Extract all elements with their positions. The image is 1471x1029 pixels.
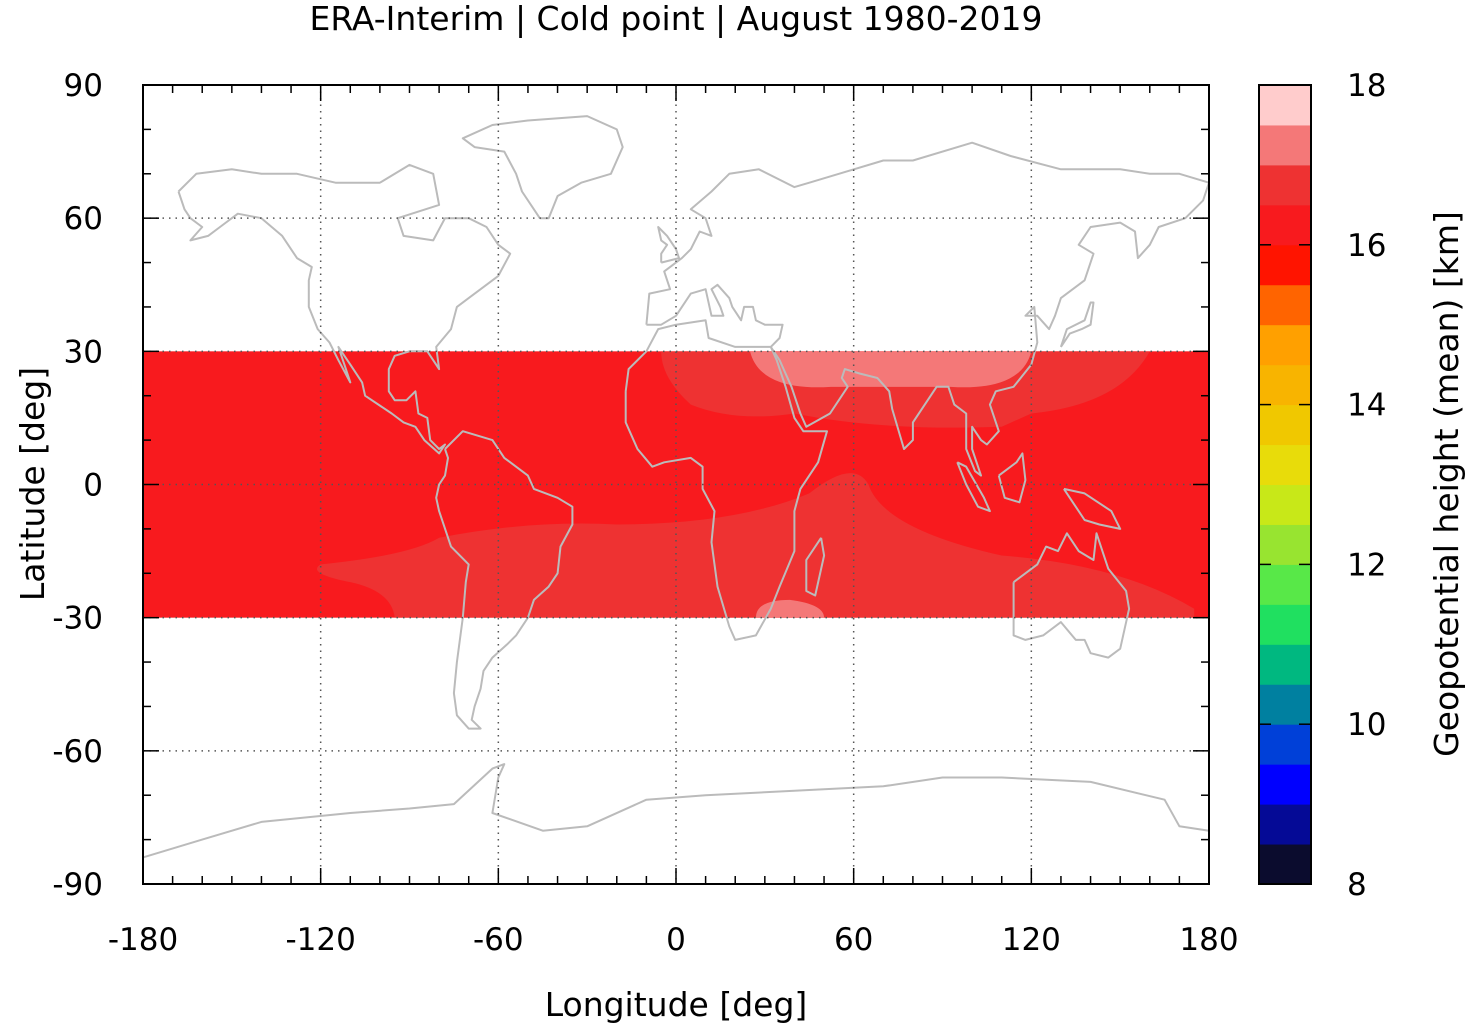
y-axis-ticks: 90 60 30 0 -30 -60 -90	[52, 68, 103, 903]
x-tick-label: -180	[108, 922, 178, 958]
colorbar-ticks: 18 16 14 12 10 8	[1259, 68, 1386, 903]
coast-south-america	[435, 430, 574, 730]
coast-north-america	[177, 163, 512, 455]
colorbar-bin	[1259, 604, 1311, 645]
colorbar-bin	[1259, 764, 1311, 805]
colorbar-bin	[1259, 684, 1311, 725]
chart-title: ERA-Interim | Cold point | August 1980-2…	[309, 0, 1042, 38]
colorbar-tick-label: 14	[1347, 388, 1386, 424]
x-axis-ticks: -180 -120 -60 0 60 120 180	[108, 922, 1239, 958]
colorbar-tick-label: 10	[1347, 707, 1386, 743]
coast-japan	[1059, 301, 1095, 348]
colorbar-bin	[1259, 844, 1311, 885]
colorbar-label: Geopotential height (mean) [km]	[1427, 211, 1466, 757]
colorbar-bin	[1259, 364, 1311, 406]
colorbar-frame	[1258, 84, 1312, 885]
colorbar-bin	[1259, 164, 1311, 206]
colorbar-bin	[1259, 85, 1311, 126]
colorbar-bin	[1259, 204, 1311, 246]
coast-sumatra	[956, 461, 991, 513]
colorbar-bin	[1259, 484, 1311, 525]
axis-minor-ticks	[142, 84, 1210, 885]
colorbar-bin	[1259, 324, 1311, 366]
x-axis-label: Longitude [deg]	[545, 985, 808, 1024]
colorbar-bin	[1259, 724, 1311, 765]
grid-lines	[143, 85, 1209, 884]
coast-eurasia	[645, 141, 1210, 477]
coast-greenland	[461, 115, 624, 220]
coast-uk	[657, 226, 680, 264]
region-southern-subtropics	[316, 473, 1195, 618]
x-tick-label: -120	[285, 922, 355, 958]
colorbar-bin	[1259, 124, 1311, 166]
colorbar-tick-label: 16	[1347, 228, 1386, 264]
coast-africa	[624, 319, 828, 641]
x-tick-label: 60	[834, 922, 873, 958]
colorbar-tick-label: 12	[1347, 547, 1386, 583]
y-tick-label: -90	[52, 867, 103, 903]
colorbar: 18 16 14 12 10 8 Geopotential height (mean) […	[1258, 68, 1466, 903]
y-tick-label: 0	[83, 468, 103, 504]
coast-antarctica	[142, 763, 1210, 859]
x-tick-label: 180	[1179, 922, 1238, 958]
x-tick-label: 120	[1002, 922, 1061, 958]
coast-new-guinea	[1063, 487, 1122, 530]
colorbar-bin	[1259, 644, 1311, 685]
coast-borneo	[997, 452, 1027, 504]
coast-australia	[1012, 532, 1131, 659]
colorbar-bin	[1259, 524, 1311, 565]
y-tick-label: 90	[64, 68, 103, 104]
colorbar-tick-label: 8	[1347, 867, 1367, 903]
colorbar-bin	[1259, 404, 1311, 446]
coastlines	[142, 115, 1210, 859]
map-plot-area	[142, 84, 1210, 885]
colorbar-bin	[1259, 564, 1311, 605]
coast-madagascar	[805, 537, 826, 597]
y-tick-label: 30	[64, 334, 103, 370]
x-tick-label: -60	[473, 922, 524, 958]
colorbar-bin	[1259, 284, 1311, 326]
colorbar-bin	[1259, 804, 1311, 845]
colorbar-bin	[1259, 444, 1311, 485]
region-south-asian-monsoon-high	[750, 351, 1032, 388]
y-tick-label: -30	[52, 601, 103, 637]
colorbar-bins	[1259, 85, 1311, 885]
y-tick-label: -60	[52, 734, 103, 770]
y-tick-label: 60	[64, 201, 103, 237]
colorbar-bin	[1259, 244, 1311, 286]
colorbar-tick-label: 18	[1347, 68, 1386, 104]
x-tick-label: 0	[666, 922, 686, 958]
y-axis-label: Latitude [deg]	[13, 367, 52, 601]
